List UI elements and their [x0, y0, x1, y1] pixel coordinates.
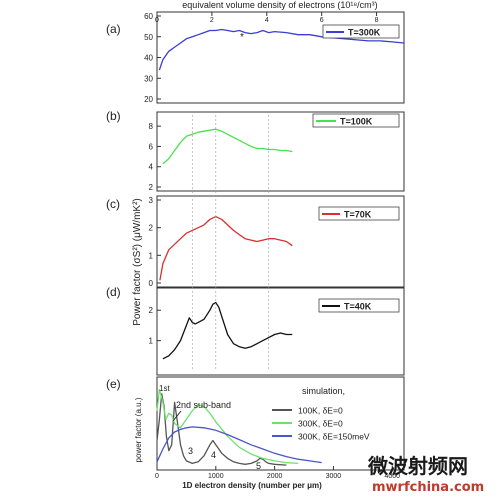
- legend-title: simulation,: [302, 386, 345, 396]
- x-tick-label: 3000: [326, 473, 342, 480]
- panel-e: (e) 0 1000 2000 3000 4000 1D electron density …: [106, 376, 405, 490]
- panel-c: (c) 0 1 2 3 T=70K: [106, 195, 405, 288]
- star-annotation: *: [240, 32, 244, 43]
- legend-label: 300K, δE=150meV: [298, 432, 370, 442]
- panel-label: (c): [106, 197, 120, 211]
- series-line: [159, 215, 293, 281]
- x-tick-label: 4000: [384, 473, 400, 480]
- series-line: [158, 28, 405, 71]
- legend-label: 300K, δE=0: [298, 419, 343, 429]
- series-line: [156, 388, 299, 465]
- legend-box: [312, 113, 400, 128]
- series-line: [162, 128, 293, 165]
- legend-box: [322, 24, 400, 39]
- panel-b: (b) 2 4 6 8 T=100K: [106, 109, 405, 192]
- y-tick-label: 1: [149, 251, 154, 260]
- y-tick-label: 20: [144, 95, 153, 104]
- annotation-1st: 1st: [159, 384, 170, 393]
- panel-label: (e): [106, 377, 121, 391]
- plot-frame: [156, 287, 405, 376]
- watermark-url: mwrfchina.com: [372, 480, 484, 495]
- annotation-arrow: [172, 410, 182, 422]
- top-x-tick-label: 4: [265, 17, 269, 24]
- panel-label: (a): [106, 22, 121, 36]
- series-line: [156, 426, 322, 464]
- y-tick-label: 2: [149, 183, 154, 192]
- plot-frame: [156, 111, 405, 192]
- legend-label: T=300K: [348, 28, 381, 38]
- x-axis-label: 1D electron density (number per μm): [182, 481, 322, 490]
- y-tick-label: 8: [149, 122, 154, 131]
- y-tick-label: 4: [149, 163, 154, 172]
- y-tick-label: 40: [144, 54, 153, 63]
- legend-box: [318, 206, 400, 221]
- legend-box: [318, 298, 400, 313]
- y-tick-label: 50: [144, 33, 153, 42]
- panel-label: (d): [106, 285, 121, 299]
- plot-frame: [156, 376, 405, 471]
- x-tick-label: 0: [155, 473, 159, 480]
- panel-d: (d) 1 2 T=40K: [106, 285, 405, 376]
- watermark-cn: 微波射频网: [367, 454, 468, 478]
- y-tick-label: 3: [149, 196, 154, 205]
- top-x-tick-label: 0: [155, 17, 159, 24]
- x-tick-label: 1000: [208, 473, 224, 480]
- y-tick-label: 0: [149, 279, 154, 288]
- top-x-tick-label: 2: [210, 17, 214, 24]
- legend-label: T=100K: [340, 117, 373, 127]
- y-tick-label: 60: [144, 12, 153, 21]
- y-axis-label: power factor (a.u.): [134, 397, 143, 462]
- legend-label: 100K, δE=0: [298, 406, 343, 416]
- legend-label: T=40K: [344, 302, 372, 312]
- plot-frame: [156, 195, 405, 288]
- legend-label: T=70K: [344, 210, 372, 220]
- annotation-5: 5: [256, 461, 261, 471]
- shared-y-axis-label: Power factor (σS²) (μW/mK²): [132, 198, 143, 326]
- y-tick-label: 1: [149, 337, 154, 346]
- y-tick-label: 2: [149, 306, 154, 315]
- panel-label: (b): [106, 109, 121, 123]
- y-tick-label: 6: [149, 142, 154, 151]
- annotation-4: 4: [211, 450, 216, 460]
- annotation-3: 3: [188, 446, 193, 456]
- shared-y-label-group: Power factor (σS²) (μW/mK²): [132, 198, 143, 326]
- annotation-2nd-subband: 2nd sub-band: [176, 400, 231, 410]
- y-tick-label: 30: [144, 74, 153, 83]
- top-x-tick-label: 8: [375, 17, 379, 24]
- top-axis-label: equivalent volume density of electrons (…: [182, 0, 377, 10]
- y-tick-label: 2: [149, 224, 154, 233]
- series-line: [156, 393, 287, 466]
- x-tick-label: 2000: [267, 473, 283, 480]
- watermark: 微波射频网 mwrfchina.com: [367, 454, 484, 495]
- series-line: [162, 301, 293, 360]
- top-x-tick-label: 6: [320, 17, 324, 24]
